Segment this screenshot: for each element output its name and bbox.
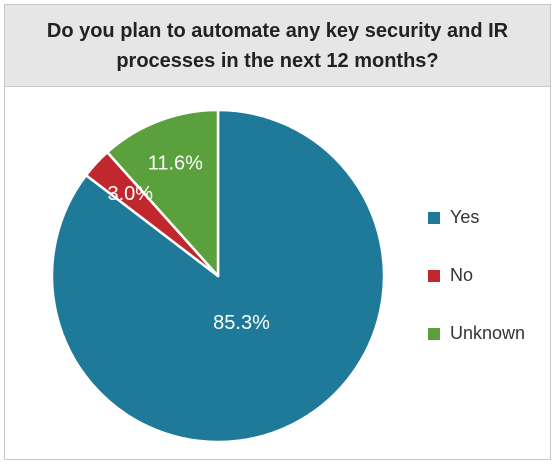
- legend-swatch-no: [428, 270, 440, 282]
- chart-header: Do you plan to automate any key security…: [5, 5, 550, 87]
- legend-swatch-unknown: [428, 328, 440, 340]
- data-label-no: 3.0%: [107, 183, 153, 205]
- pie-slice-yes: [50, 108, 386, 444]
- pie-labels: 85.3% 3.0% 11.6%: [107, 153, 270, 334]
- legend-swatch-yes: [428, 212, 440, 224]
- data-label-unknown: 11.6%: [148, 153, 203, 175]
- legend-label-no: No: [450, 265, 473, 285]
- legend-label-yes: Yes: [450, 207, 479, 227]
- legend: Yes No Unknown: [428, 207, 525, 343]
- pie-slices: [50, 108, 386, 444]
- chart-title: Do you plan to automate any key security…: [46, 19, 509, 72]
- legend-label-unknown: Unknown: [450, 323, 525, 343]
- pie-slice-unknown: [106, 108, 220, 278]
- data-label-yes: 85.3%: [213, 312, 270, 334]
